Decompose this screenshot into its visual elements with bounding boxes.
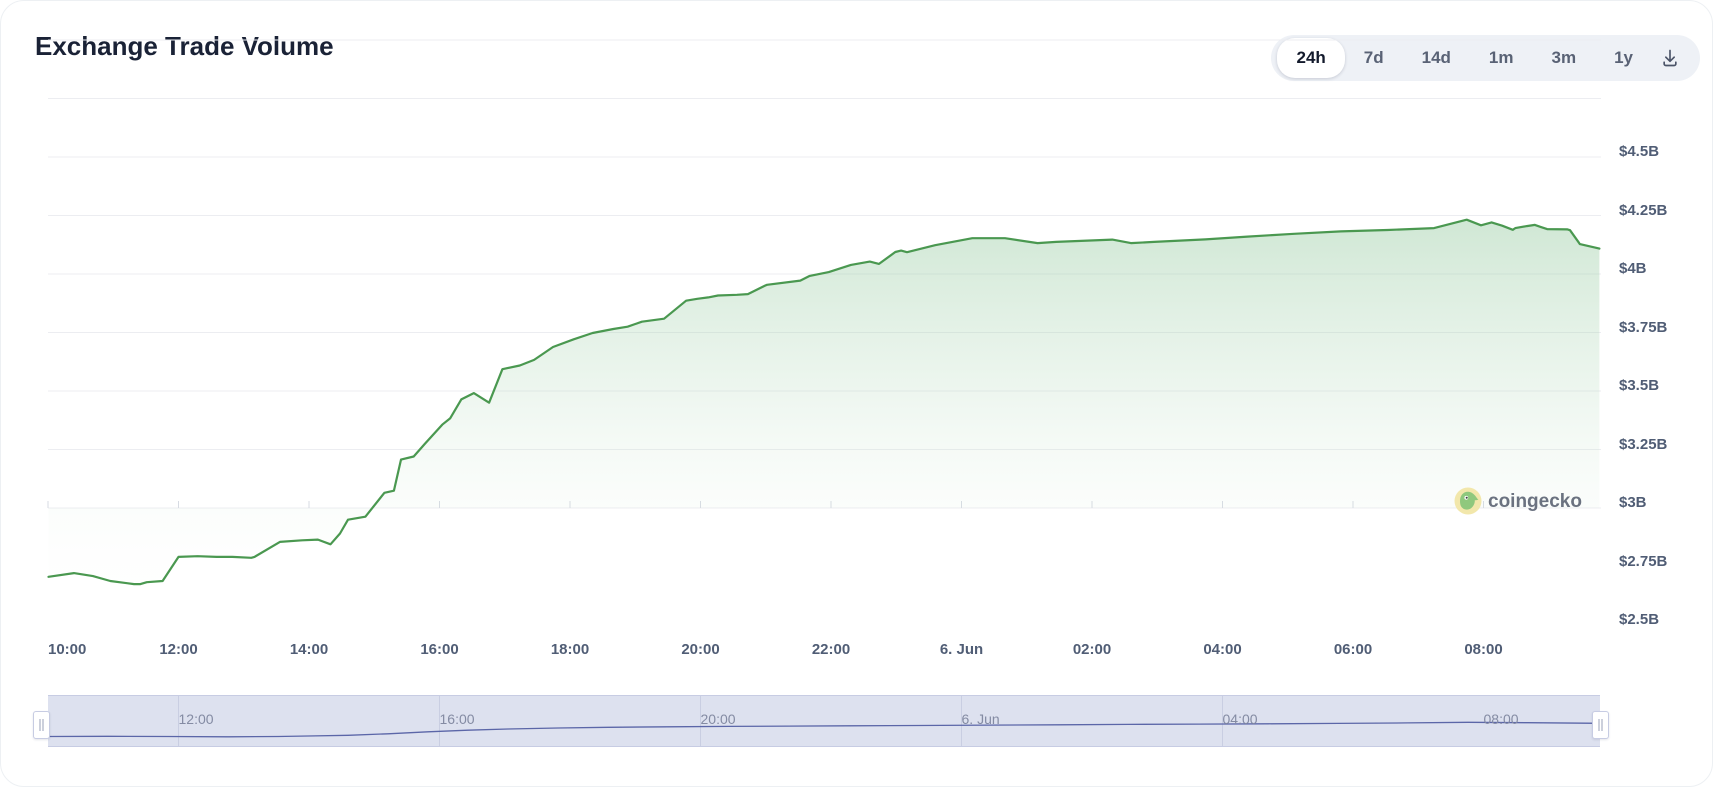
svg-text:coingecko: coingecko <box>1488 491 1582 512</box>
